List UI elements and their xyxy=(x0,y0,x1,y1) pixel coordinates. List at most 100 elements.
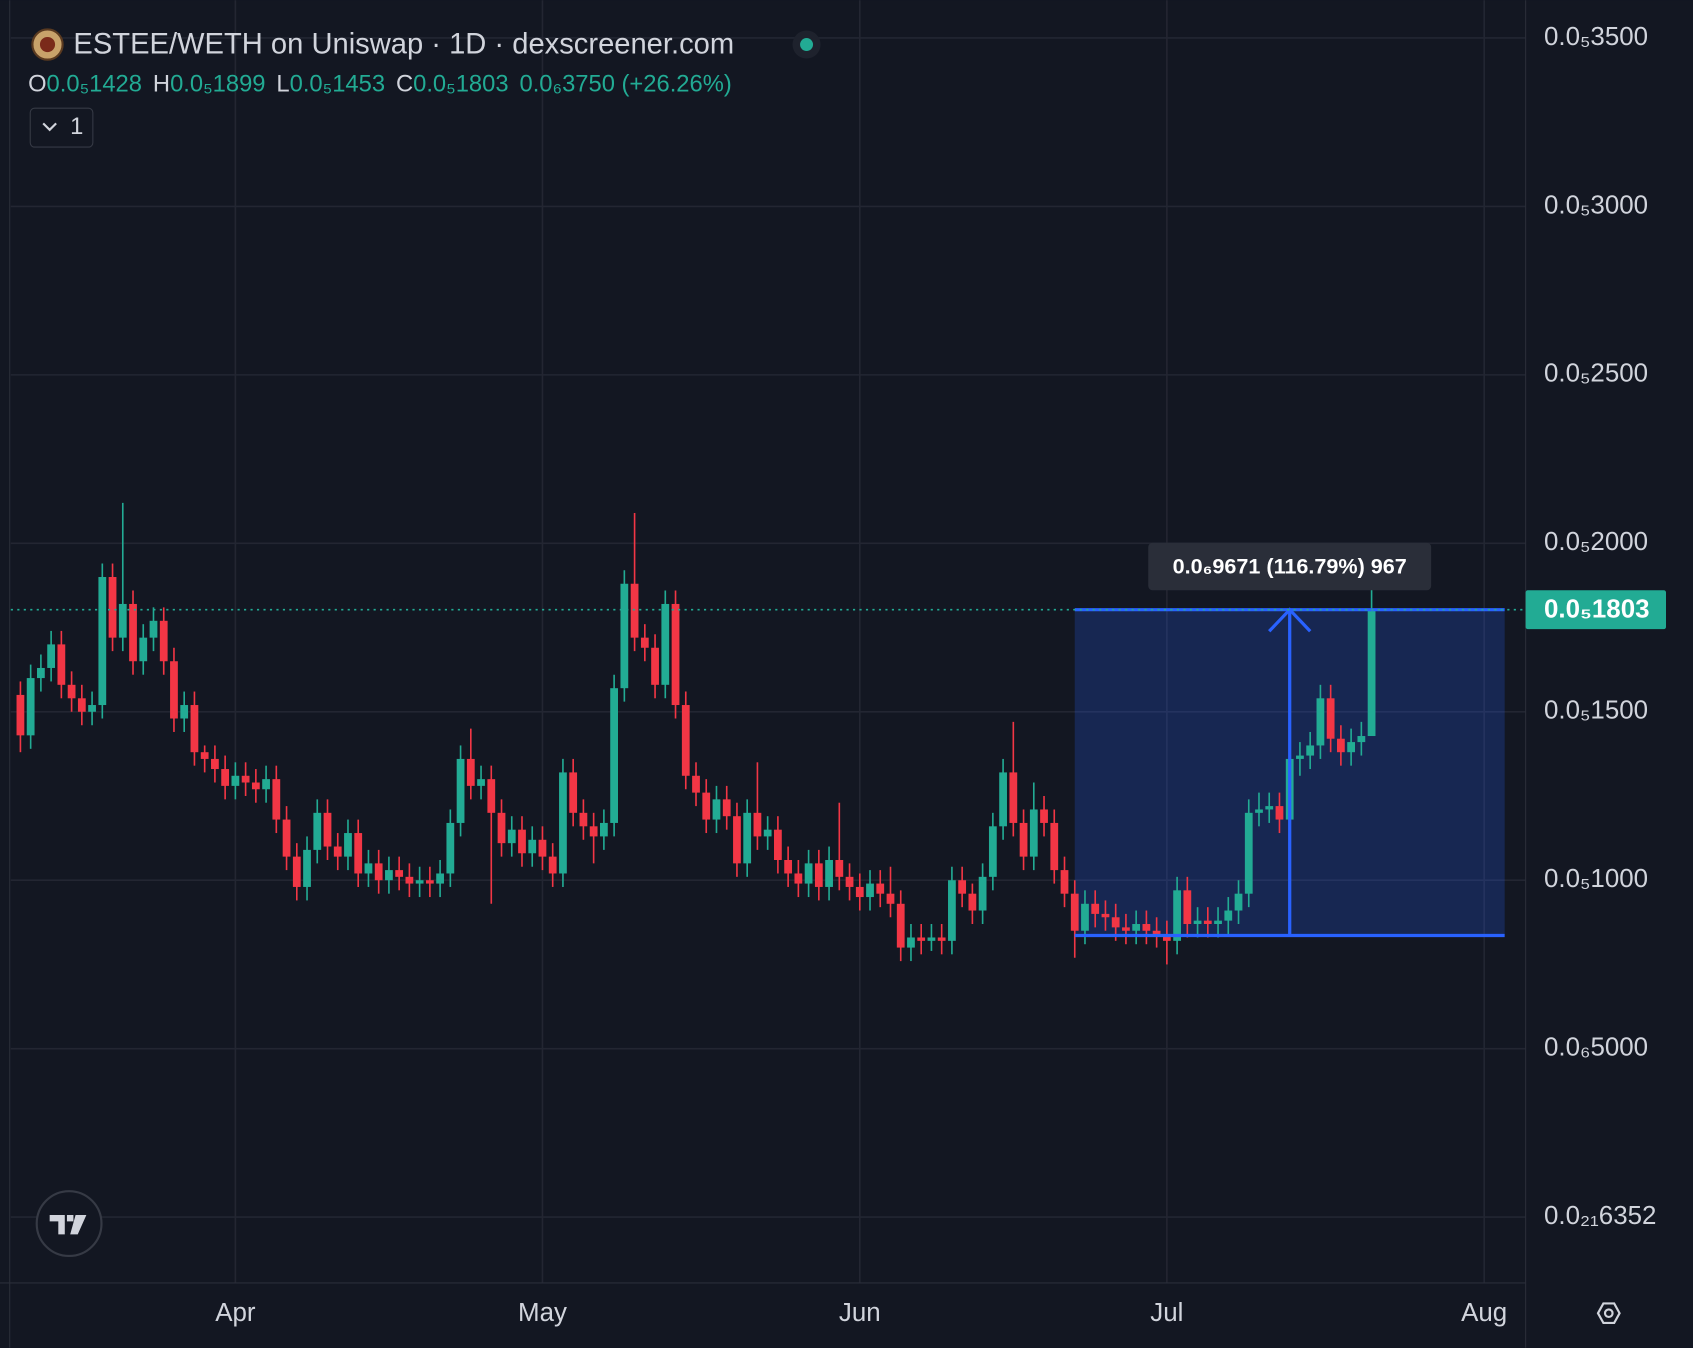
x-tick-label: May xyxy=(518,1299,567,1327)
candle-body xyxy=(774,829,782,860)
candle-body xyxy=(640,637,649,648)
settings-button[interactable] xyxy=(1596,1302,1621,1324)
candle-body xyxy=(1296,755,1304,759)
candle-body xyxy=(866,883,874,898)
candle-body xyxy=(1326,698,1335,739)
candle-body xyxy=(958,880,967,894)
candle-body xyxy=(907,937,915,948)
legend-key: C xyxy=(396,71,413,98)
candle-body xyxy=(927,937,936,941)
candle-body xyxy=(231,775,240,786)
legend-change: 0.0₆3750 (+26.26%) xyxy=(519,71,731,98)
candle-body xyxy=(1265,806,1274,810)
measure-label-box xyxy=(1148,542,1432,591)
candle-body xyxy=(671,603,680,706)
candle-body xyxy=(1306,745,1315,756)
candle-body xyxy=(1183,890,1192,925)
candle-body xyxy=(948,880,956,941)
indicator-button[interactable] xyxy=(29,107,94,148)
candle-body xyxy=(630,583,639,638)
candle-body xyxy=(221,769,230,786)
candle-body xyxy=(47,644,56,668)
candle-body xyxy=(374,863,383,881)
candle-body xyxy=(16,694,25,736)
candle-body xyxy=(37,667,45,679)
x-tick-label: Apr xyxy=(215,1299,256,1327)
candle-body xyxy=(978,876,987,911)
candle-body xyxy=(589,826,598,837)
legend-key: O xyxy=(28,71,46,98)
measure-arrow-head xyxy=(1268,607,1312,633)
y-tick-label: 0.0₅2500 xyxy=(1544,360,1648,388)
candle-body xyxy=(835,859,844,877)
y-tick-label: 0.0₂₁6352 xyxy=(1544,1202,1656,1230)
candle-body xyxy=(272,779,281,820)
candle-body xyxy=(988,826,997,877)
x-tick-label: Jun xyxy=(839,1299,881,1327)
candle-body xyxy=(1009,772,1018,823)
tradingview-logo[interactable] xyxy=(35,1190,103,1258)
candle-body xyxy=(1336,738,1345,753)
candle-body xyxy=(129,603,137,662)
candle-body xyxy=(814,863,823,887)
candle-body xyxy=(405,876,414,884)
candle-body xyxy=(425,880,434,884)
logo-circle[interactable] xyxy=(35,1190,103,1258)
candle-body xyxy=(262,779,270,790)
candle-body xyxy=(999,772,1007,827)
legend-value: 0.0₅1428 xyxy=(47,71,142,98)
candle-body xyxy=(1091,903,1100,914)
candle-body xyxy=(88,705,96,712)
candle-body xyxy=(968,893,977,911)
candle-body xyxy=(692,775,700,793)
candle-body xyxy=(559,772,567,874)
legend-value: 0.0₅1453 xyxy=(290,71,385,98)
candle-body xyxy=(804,863,813,884)
candle-body xyxy=(118,603,127,638)
candle-body xyxy=(333,846,342,857)
candle-body xyxy=(1255,809,1263,813)
candle-body xyxy=(1132,924,1141,931)
candle-body xyxy=(702,792,711,820)
candle-body xyxy=(385,870,393,881)
candle-body xyxy=(303,849,311,887)
candle-body xyxy=(743,812,752,864)
chart-title: ESTEE/WETH on Uniswap · 1D · dexscreener… xyxy=(73,28,734,60)
candle-body xyxy=(1234,893,1243,911)
candle-body xyxy=(190,705,199,753)
candle-body xyxy=(917,937,926,941)
candle-body xyxy=(518,829,526,854)
candle-body xyxy=(139,637,148,662)
candle-body xyxy=(1203,920,1212,925)
candle-body xyxy=(528,839,537,854)
indicator-count: 1 xyxy=(70,113,83,140)
logo-mark xyxy=(49,1214,87,1235)
candle-body xyxy=(538,839,547,857)
candle-body xyxy=(1173,890,1181,941)
candle-body xyxy=(733,816,741,864)
candle-body xyxy=(1162,934,1171,941)
candle-body xyxy=(569,772,578,813)
candle-body xyxy=(784,859,793,874)
candle-body xyxy=(1152,930,1161,935)
grid xyxy=(10,0,1526,1283)
candle-body xyxy=(1367,609,1376,737)
token-icon-inner xyxy=(39,36,56,53)
candle-body xyxy=(1081,903,1089,931)
candle-body xyxy=(825,859,833,887)
candle-body xyxy=(896,903,905,948)
candle-body xyxy=(886,893,895,904)
settings-icon[interactable] xyxy=(1596,1302,1621,1324)
candle-body xyxy=(548,856,557,874)
indicator-toggle[interactable]: 1 xyxy=(29,107,94,148)
candle-body xyxy=(753,812,762,837)
legend-value: 0.0₅1803 xyxy=(413,71,508,98)
last-price-label: 0.0₅1803 xyxy=(1544,596,1650,624)
candle-body xyxy=(855,886,864,898)
candle-body xyxy=(1244,812,1253,894)
candle-body xyxy=(507,829,516,844)
candle-body xyxy=(1040,809,1048,823)
measure-label: 0.0₆9671 (116.79%) 967 xyxy=(1173,553,1407,578)
